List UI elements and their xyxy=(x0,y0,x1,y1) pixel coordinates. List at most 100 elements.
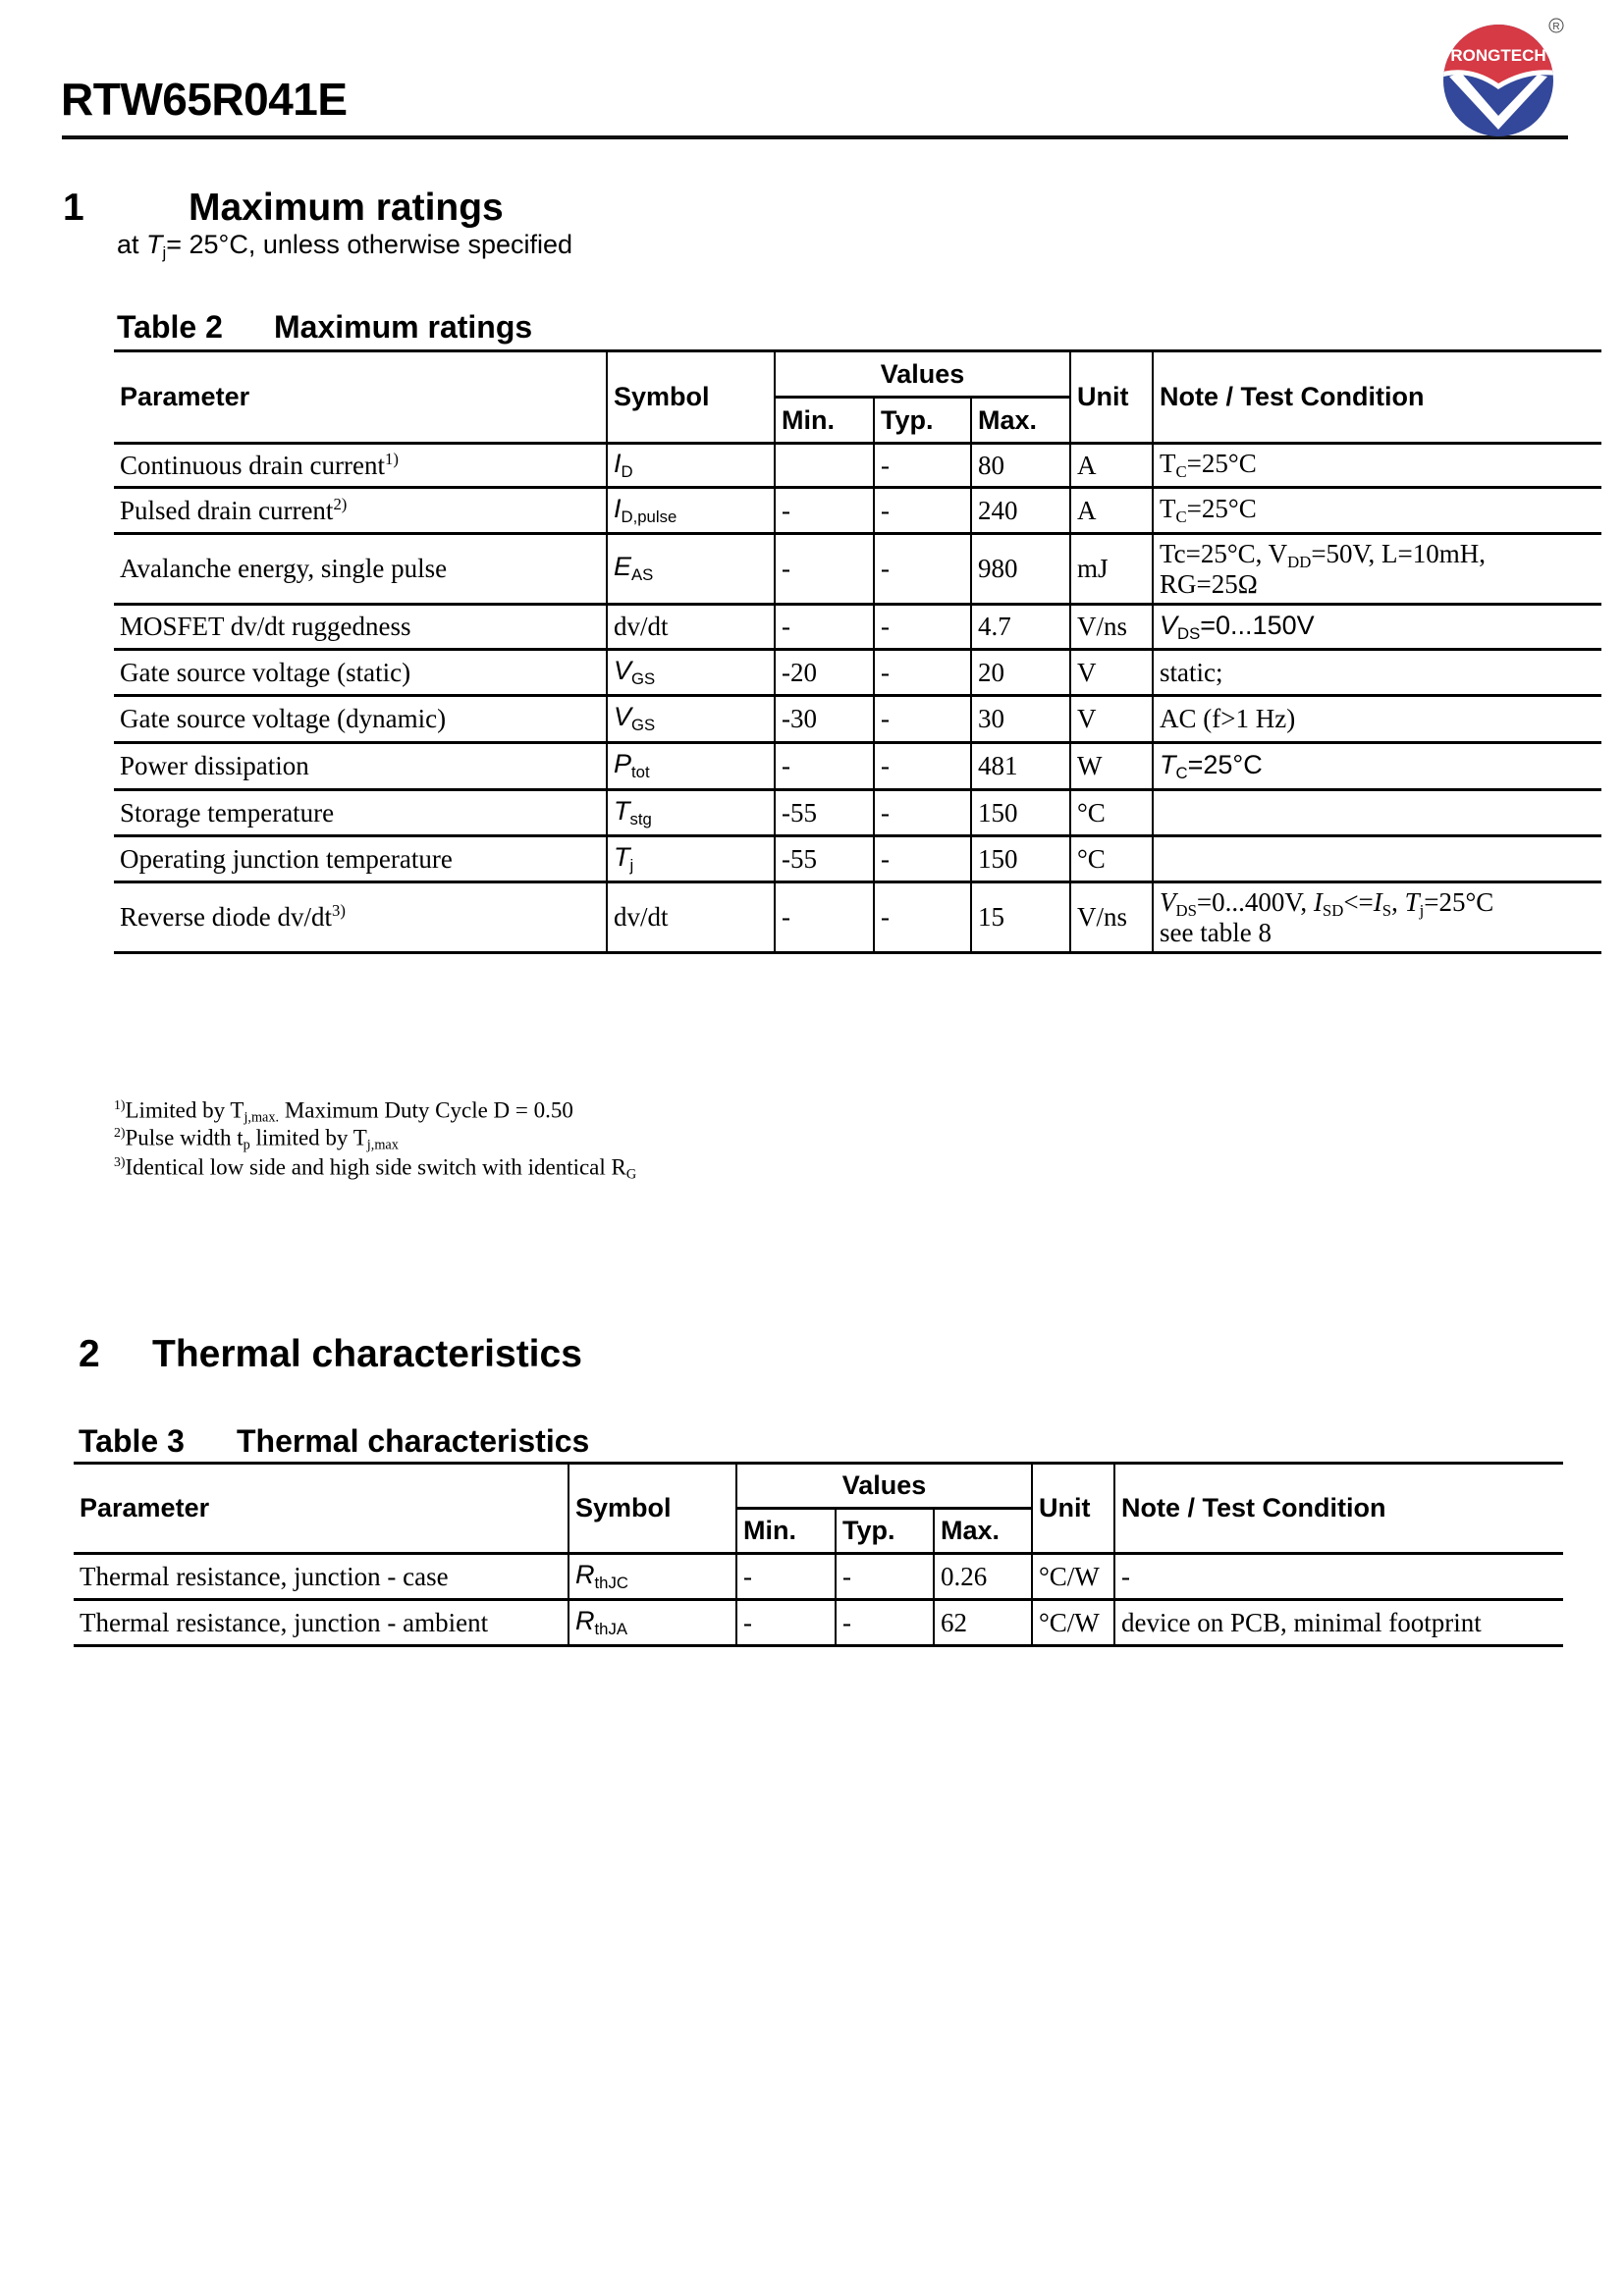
note-cell: VDS=0...150V xyxy=(1152,604,1601,651)
header-parameter: Parameter xyxy=(114,350,607,445)
max-cell: 4.7 xyxy=(970,604,1070,651)
typ-cell: - xyxy=(873,835,971,883)
note-cell: AC (f>1 Hz) xyxy=(1152,695,1601,744)
typ-cell: - xyxy=(873,742,971,791)
symbol-cell: VGS xyxy=(606,649,775,697)
unit-cell: °C xyxy=(1069,789,1153,837)
note-cell: Tc=25°C, VDD=50V, L=10mH, RG=25Ω xyxy=(1152,533,1601,606)
parameter-cell: Power dissipation xyxy=(114,742,607,791)
typ-cell: - xyxy=(873,695,971,744)
header-rule xyxy=(62,135,1568,139)
thermal-characteristics-table: Parameter Symbol Values Unit Note / Test… xyxy=(74,1462,1563,1647)
parameter-cell: Avalanche energy, single pulse xyxy=(114,533,607,606)
parameter-cell: Gate source voltage (dynamic) xyxy=(114,695,607,744)
header-values: Values xyxy=(735,1463,1032,1510)
min-cell: - xyxy=(774,487,874,535)
max-cell: 240 xyxy=(970,487,1070,535)
typ-cell: - xyxy=(873,487,971,535)
table-row: Storage temperature Tstg -55-150 °C xyxy=(114,789,1601,837)
min-cell: -55 xyxy=(774,789,874,837)
parameter-cell: Reverse diode dv/dt3) xyxy=(114,881,607,954)
max-cell: 15 xyxy=(970,881,1070,954)
min-cell: -55 xyxy=(774,835,874,883)
table-2-label: Table 2 xyxy=(117,309,223,345)
max-cell: 150 xyxy=(970,835,1070,883)
header-max: Max. xyxy=(933,1508,1032,1555)
min-cell: - xyxy=(774,742,874,791)
max-cell: 150 xyxy=(970,789,1070,837)
section-1-subtitle: at Tj= 25°C, unless otherwise specified xyxy=(117,230,573,263)
symbol-cell: VGS xyxy=(606,695,775,744)
parameter-cell: Continuous drain current1) xyxy=(114,443,607,489)
unit-cell: V xyxy=(1069,649,1153,697)
table-row: Thermal resistance, junction - ambient Rt… xyxy=(74,1599,1563,1647)
min-cell: - xyxy=(735,1553,836,1601)
footnote-3: 3)Identical low side and high side switc… xyxy=(114,1154,637,1183)
max-cell: 980 xyxy=(970,533,1070,606)
note-cell: TC=25°C xyxy=(1152,487,1601,535)
min-cell: - xyxy=(774,604,874,651)
parameter-cell: Storage temperature xyxy=(114,789,607,837)
max-cell: 20 xyxy=(970,649,1070,697)
table-row: Continuous drain current1) ID -80 A TC=25°C xyxy=(114,443,1601,489)
note-cell: VDS=0...400V, ISD<=IS, Tj=25°C see table… xyxy=(1152,881,1601,954)
footnote-1: 1)Limited by Tj,max. Maximum Duty Cycle … xyxy=(114,1097,573,1126)
section-2-title: Thermal characteristics xyxy=(152,1333,582,1375)
unit-cell: mJ xyxy=(1069,533,1153,606)
min-cell: - xyxy=(774,881,874,954)
table-row: Avalanche energy, single pulse EAS - -980 mJ… xyxy=(114,533,1601,606)
svg-text:RONGTECH: RONGTECH xyxy=(1450,46,1545,65)
typ-cell: - xyxy=(835,1553,934,1601)
header-symbol: Symbol xyxy=(606,350,775,445)
header-note: Note / Test Condition xyxy=(1113,1463,1563,1555)
table-row: MOSFET dv/dt ruggedness dv/dt - -4.7 V/ns VDS… xyxy=(114,604,1601,651)
header-typ: Typ. xyxy=(835,1508,934,1555)
symbol-cell: RthJC xyxy=(568,1553,736,1601)
table-3-label: Table 3 xyxy=(79,1423,185,1459)
note-cell xyxy=(1152,789,1601,837)
table-row: Pulsed drain current2) ID,pulse - -240 A TC=2… xyxy=(114,487,1601,535)
symbol-cell: Tj xyxy=(606,835,775,883)
section-1-number: 1 xyxy=(63,187,84,229)
header-unit: Unit xyxy=(1069,350,1153,445)
note-cell: device on PCB, minimal footprint xyxy=(1113,1599,1563,1647)
header-typ: Typ. xyxy=(873,397,971,445)
typ-cell: - xyxy=(873,789,971,837)
header-note: Note / Test Condition xyxy=(1152,350,1601,445)
min-cell: -20 xyxy=(774,649,874,697)
parameter-cell: Thermal resistance, junction - case xyxy=(74,1553,568,1601)
header-min: Min. xyxy=(774,397,874,445)
unit-cell: °C xyxy=(1069,835,1153,883)
parameter-cell: Pulsed drain current2) xyxy=(114,487,607,535)
document-title: RTW65R041E xyxy=(61,74,348,125)
typ-cell: - xyxy=(835,1599,934,1647)
table-row: Thermal resistance, junction - case RthJC… xyxy=(74,1553,1563,1601)
table-row: Operating junction temperature Tj -55-150 °… xyxy=(114,835,1601,883)
table-2-title: Maximum ratings xyxy=(274,309,533,345)
typ-cell: - xyxy=(873,649,971,697)
typ-cell: - xyxy=(873,443,971,489)
unit-cell: V/ns xyxy=(1069,881,1153,954)
typ-cell: - xyxy=(873,533,971,606)
symbol-cell: dv/dt xyxy=(606,604,775,651)
symbol-cell: Ptot xyxy=(606,742,775,791)
max-cell: 30 xyxy=(970,695,1070,744)
section-2-number: 2 xyxy=(79,1333,100,1375)
symbol-cell: EAS xyxy=(606,533,775,606)
rongtech-logo: RONGTECH R xyxy=(1443,18,1564,136)
min-cell: - xyxy=(774,533,874,606)
symbol-cell: ID,pulse xyxy=(606,487,775,535)
unit-cell: W xyxy=(1069,742,1153,791)
parameter-cell: MOSFET dv/dt ruggedness xyxy=(114,604,607,651)
unit-cell: A xyxy=(1069,443,1153,489)
note-cell: static; xyxy=(1152,649,1601,697)
section-1-title: Maximum ratings xyxy=(189,187,504,229)
parameter-cell: Thermal resistance, junction - ambient xyxy=(74,1599,568,1647)
note-cell: TC=25°C xyxy=(1152,742,1601,791)
table-row: Reverse diode dv/dt3) dv/dt - -15 V/ns VDS=0.… xyxy=(114,881,1601,954)
unit-cell: V xyxy=(1069,695,1153,744)
unit-cell: A xyxy=(1069,487,1153,535)
note-cell xyxy=(1152,835,1601,883)
unit-cell: °C/W xyxy=(1031,1599,1114,1647)
